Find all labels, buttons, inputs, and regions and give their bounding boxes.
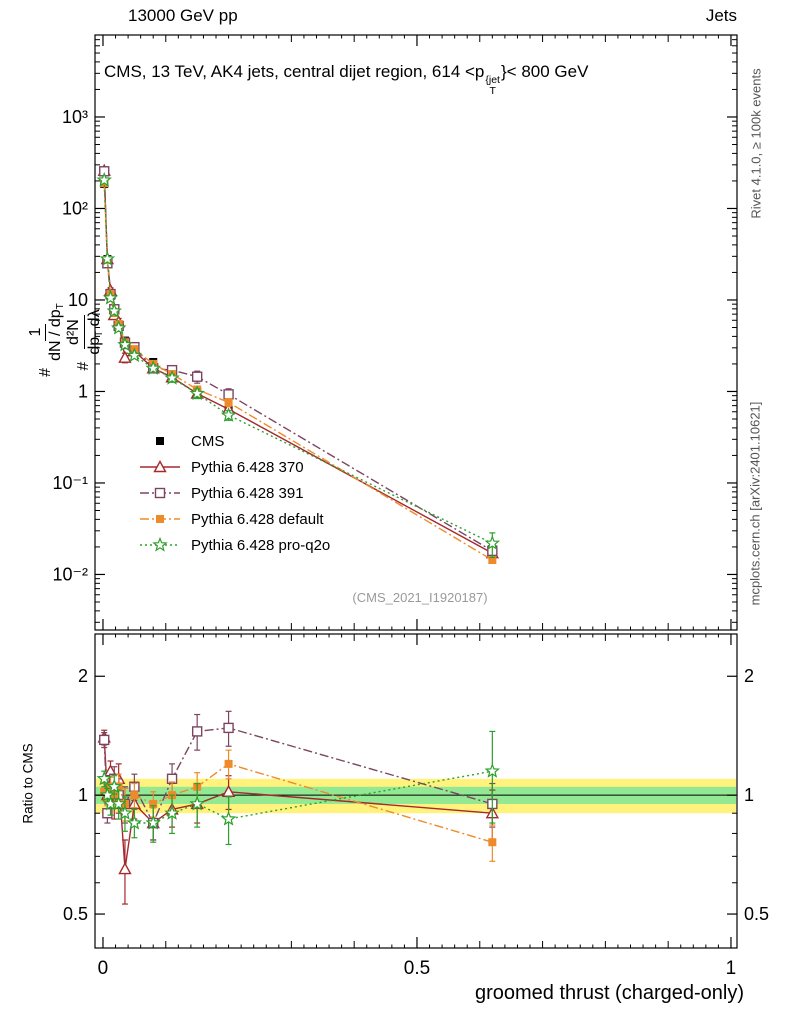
svg-text:10³: 10³ bbox=[62, 107, 88, 127]
svg-text:10²: 10² bbox=[62, 198, 88, 218]
fraction-1: 1 dN / dpT bbox=[26, 303, 67, 361]
svg-text:10⁻¹: 10⁻¹ bbox=[52, 473, 88, 493]
legend-item: CMS bbox=[138, 428, 330, 454]
legend-item: Pythia 6.428 default bbox=[138, 506, 330, 532]
fraction-2: d²N dpT dλ bbox=[65, 309, 105, 355]
legend-item: Pythia 6.428 pro-q2o bbox=[138, 532, 330, 558]
svg-text:1: 1 bbox=[78, 381, 88, 401]
legend-marker-0 bbox=[156, 437, 164, 445]
legend-marker-1 bbox=[140, 460, 180, 473]
legend-label: Pythia 6.428 default bbox=[191, 510, 324, 528]
svg-text:0: 0 bbox=[98, 958, 109, 979]
legend-marker-4 bbox=[140, 536, 180, 552]
main-y-axis-label: # 1 dN / dpT # d²N dpT dλ bbox=[20, 60, 110, 620]
legend-marker-2 bbox=[140, 487, 180, 499]
legend-marker-3 bbox=[140, 515, 180, 523]
legend: CMS Pythia 6.428 370 Pythia 6.428 391 Pythi… bbox=[138, 428, 330, 558]
x-axis-label: groomed thrust (charged-only) bbox=[474, 982, 744, 1004]
legend-label: Pythia 6.428 391 bbox=[191, 484, 304, 502]
plot-title-pre: CMS, 13 TeV, AK4 jets, central dijet reg… bbox=[104, 62, 485, 81]
mcplots-reference-label: mcplots.cern.ch [arXiv:2401.10621] bbox=[747, 401, 763, 606]
pt-jet-stack: {jet T bbox=[485, 75, 500, 96]
hash-symbol: # bbox=[37, 367, 55, 377]
svg-text:2: 2 bbox=[744, 666, 754, 686]
plot-title-post: }< 800 GeV bbox=[500, 62, 589, 81]
svg-text:10: 10 bbox=[68, 290, 88, 310]
svg-text:2: 2 bbox=[78, 666, 88, 686]
ratio-y-axis-label: Ratio to CMS bbox=[20, 743, 36, 824]
legend-label: Pythia 6.428 pro-q2o bbox=[191, 536, 331, 554]
pt-jet-sub: T bbox=[489, 84, 496, 97]
beam-energy-label: 13000 GeV pp bbox=[128, 6, 238, 25]
hash-symbol: # bbox=[75, 361, 93, 371]
main-frame bbox=[94, 34, 738, 631]
main-y-axis-label-line1: # 1 dN / dpT bbox=[26, 303, 67, 377]
svg-text:0.5: 0.5 bbox=[63, 904, 88, 924]
analysis-id-watermark: (CMS_2021_I1920187) bbox=[352, 590, 488, 605]
legend-label: Pythia 6.428 370 bbox=[191, 458, 304, 476]
svg-text:10⁻²: 10⁻² bbox=[52, 564, 88, 584]
svg-text:0.5: 0.5 bbox=[744, 904, 769, 924]
svg-text:1: 1 bbox=[744, 785, 754, 805]
legend-item: Pythia 6.428 370 bbox=[138, 454, 330, 480]
legend-label: CMS bbox=[191, 432, 225, 450]
ratio-frame bbox=[94, 633, 738, 949]
svg-text:1: 1 bbox=[78, 785, 88, 805]
svg-text:1: 1 bbox=[726, 958, 737, 979]
legend-item: Pythia 6.428 391 bbox=[138, 480, 330, 506]
rivet-version-label: Rivet 4.1.0, ≥ 100k events bbox=[748, 68, 764, 219]
svg-text:0.5: 0.5 bbox=[404, 958, 430, 979]
main-y-axis-label-line2: # d²N dpT dλ bbox=[65, 309, 105, 371]
analysis-group-label: Jets bbox=[705, 6, 737, 25]
plot-title: CMS, 13 TeV, AK4 jets, central dijet reg… bbox=[104, 62, 744, 96]
pt-jet-sup: {jet bbox=[485, 74, 500, 86]
